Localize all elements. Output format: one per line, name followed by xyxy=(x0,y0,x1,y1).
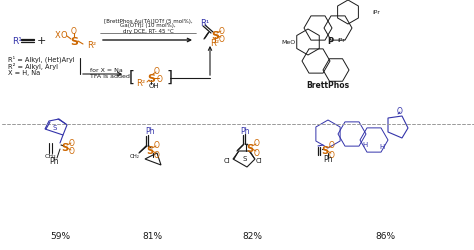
Text: O: O xyxy=(254,139,260,148)
Text: ]: ] xyxy=(167,69,173,84)
Text: S: S xyxy=(62,142,69,152)
Text: P: P xyxy=(327,36,333,45)
Text: [BrettPhos Au(TA)]OTf (5 mol%),: [BrettPhos Au(TA)]OTf (5 mol%), xyxy=(104,18,192,24)
Text: S: S xyxy=(211,31,219,41)
Text: O: O xyxy=(154,67,160,76)
Text: Ph: Ph xyxy=(145,127,155,136)
Text: dry DCE, RT- 45 °C: dry DCE, RT- 45 °C xyxy=(123,30,173,34)
Text: OMe: OMe xyxy=(331,0,345,2)
Text: O: O xyxy=(219,34,225,43)
Text: O: O xyxy=(154,150,160,159)
Text: Ga(OTf)₂ (10 mol%),: Ga(OTf)₂ (10 mol%), xyxy=(120,24,176,28)
Text: O: O xyxy=(69,138,75,147)
Text: O: O xyxy=(219,26,225,35)
Text: R²: R² xyxy=(137,79,146,88)
Text: Cl: Cl xyxy=(255,157,263,163)
Text: iPr: iPr xyxy=(337,38,345,43)
Text: 82%: 82% xyxy=(242,232,262,240)
Text: R¹: R¹ xyxy=(12,36,22,45)
Text: MeO: MeO xyxy=(282,40,296,45)
Text: Cl: Cl xyxy=(224,157,230,163)
Text: OH: OH xyxy=(149,83,159,89)
Text: O: O xyxy=(71,28,77,36)
Text: Ph: Ph xyxy=(323,155,333,164)
Text: for X = Na: for X = Na xyxy=(90,67,123,72)
Text: O: O xyxy=(157,74,163,83)
Text: O: O xyxy=(397,106,403,115)
Text: R¹: R¹ xyxy=(201,18,210,28)
Text: H: H xyxy=(363,142,368,148)
Text: Ph: Ph xyxy=(240,126,250,135)
Text: S: S xyxy=(321,146,328,156)
Text: O: O xyxy=(69,147,75,156)
Text: CH₂: CH₂ xyxy=(44,154,56,159)
Text: 81%: 81% xyxy=(142,232,162,240)
Text: 59%: 59% xyxy=(50,232,70,240)
Text: X = H, Na: X = H, Na xyxy=(8,70,40,76)
Text: R²: R² xyxy=(210,39,219,48)
Text: O: O xyxy=(61,31,68,40)
Text: Ph: Ph xyxy=(49,156,59,165)
Text: S: S xyxy=(53,124,57,130)
Text: BrettPhos: BrettPhos xyxy=(306,81,349,90)
Text: [: [ xyxy=(129,69,135,84)
Text: CH₂: CH₂ xyxy=(130,153,140,158)
Text: S: S xyxy=(243,156,247,161)
Text: S: S xyxy=(146,146,154,156)
Text: O: O xyxy=(329,150,335,159)
Text: O: O xyxy=(254,148,260,157)
Text: R² = Alkyl, Aryl: R² = Alkyl, Aryl xyxy=(8,62,58,69)
Text: iPr: iPr xyxy=(372,10,380,16)
Text: TFA is added: TFA is added xyxy=(90,73,130,78)
Text: O: O xyxy=(329,141,335,150)
Text: X: X xyxy=(55,31,61,40)
Text: O: O xyxy=(154,141,160,150)
Text: S: S xyxy=(147,74,155,84)
Text: S: S xyxy=(70,37,78,47)
Text: H: H xyxy=(379,144,384,150)
Text: 86%: 86% xyxy=(375,232,395,240)
Text: iPr: iPr xyxy=(361,0,369,2)
Text: +: + xyxy=(36,36,46,46)
Text: R²: R² xyxy=(87,41,96,50)
Text: S: S xyxy=(246,144,254,154)
Text: R¹ = Alkyl, (Het)Aryl: R¹ = Alkyl, (Het)Aryl xyxy=(8,55,74,62)
